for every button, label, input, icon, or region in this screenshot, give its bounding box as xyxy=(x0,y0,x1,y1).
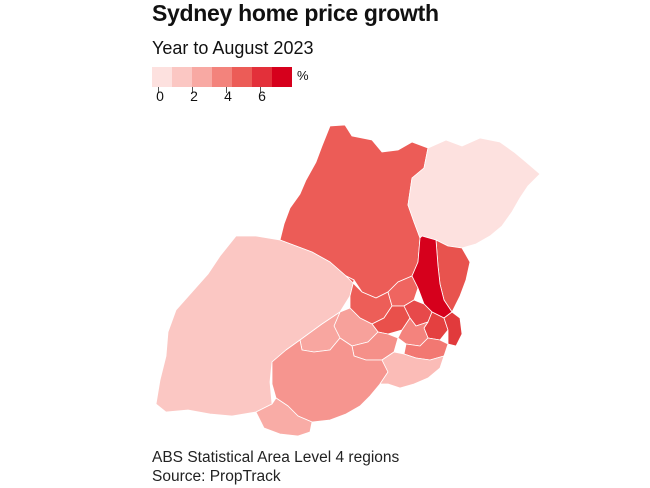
region-blue-mountains xyxy=(155,235,355,417)
legend-tick-label: 6 xyxy=(258,88,266,104)
legend-tick-label: 2 xyxy=(190,88,198,104)
footer-source: Source: PropTrack xyxy=(152,468,281,485)
legend-swatch xyxy=(272,67,292,87)
legend-swatch xyxy=(212,67,232,87)
region-sutherland xyxy=(379,351,445,389)
legend-swatch xyxy=(232,67,252,87)
legend-tick xyxy=(226,87,227,93)
region-central-coast xyxy=(407,137,541,249)
legend-tick xyxy=(260,87,261,93)
chart-title: Sydney home price growth xyxy=(152,0,439,26)
footer-note: ABS Statistical Area Level 4 regions xyxy=(152,449,400,466)
legend-swatch xyxy=(252,67,272,87)
region-eastern-suburbs xyxy=(443,311,463,347)
legend-swatch xyxy=(152,67,172,87)
sydney-sa4-map xyxy=(155,124,541,437)
region-outer-south-west xyxy=(255,397,313,437)
legend-color-bar xyxy=(152,67,292,87)
legend-tick xyxy=(158,87,159,93)
legend-tick-label: 4 xyxy=(224,88,232,104)
legend-unit: % xyxy=(297,68,309,83)
legend-swatch xyxy=(192,67,212,87)
chart-subtitle: Year to August 2023 xyxy=(152,38,314,58)
legend-tick-label: 0 xyxy=(156,88,164,104)
legend-swatch xyxy=(172,67,192,87)
color-legend: % 0 2 4 6 xyxy=(152,67,327,107)
region-canterbury-bankstown xyxy=(397,317,429,347)
legend-tick xyxy=(192,87,193,93)
